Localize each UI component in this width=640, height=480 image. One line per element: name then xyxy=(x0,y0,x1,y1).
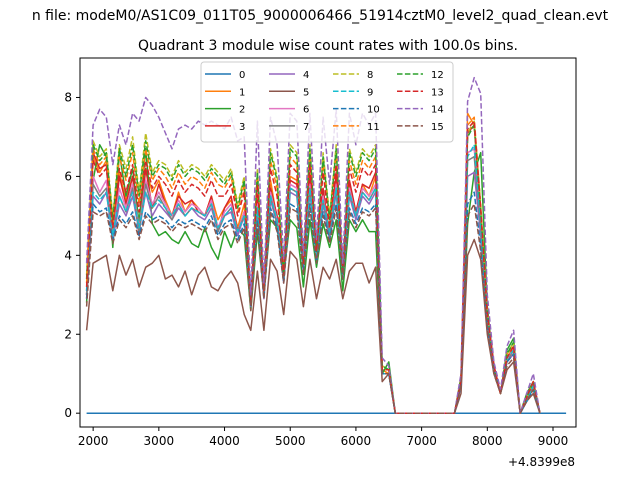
x-tick-label: 2000 xyxy=(78,434,109,448)
chart-title: Quadrant 3 module wise count rates with … xyxy=(138,38,518,54)
plot-area xyxy=(85,76,567,414)
legend-label-11: 11 xyxy=(367,122,380,133)
figure-suptitle: n file: modeM0/AS1C09_011T05_9000006466_… xyxy=(32,8,609,24)
x-tick-label: 5000 xyxy=(275,434,306,448)
legend-label-0: 0 xyxy=(239,70,245,81)
y-tick-label: 4 xyxy=(64,248,72,262)
legend-label-15: 15 xyxy=(431,122,444,133)
x-tick-label: 7000 xyxy=(406,434,437,448)
legend-label-7: 7 xyxy=(303,122,309,133)
legend-box xyxy=(200,61,454,143)
axes-frame xyxy=(79,57,577,428)
legend-label-9: 9 xyxy=(367,87,373,98)
x-tick-label: 9000 xyxy=(538,434,569,448)
y-tick-label: 2 xyxy=(64,327,72,341)
legend-label-10: 10 xyxy=(367,105,380,116)
legend-label-4: 4 xyxy=(303,70,309,81)
x-tick-label: 6000 xyxy=(341,434,372,448)
x-tick-label: 4000 xyxy=(209,434,240,448)
y-axis: 0 2 4 6 8 xyxy=(64,90,80,420)
x-offset-label: +4.8399e8 xyxy=(508,455,575,469)
y-tick-label: 0 xyxy=(64,406,72,420)
series-line-14 xyxy=(85,76,541,414)
legend-label-6: 6 xyxy=(303,105,309,116)
legend-label-1: 1 xyxy=(239,87,245,98)
y-tick-label: 6 xyxy=(64,169,72,183)
y-tick-label: 8 xyxy=(64,90,72,104)
series-line-5 xyxy=(85,238,541,414)
legend-label-3: 3 xyxy=(239,122,245,133)
legend-label-5: 5 xyxy=(303,87,309,98)
x-tick-label: 3000 xyxy=(144,434,175,448)
legend-label-2: 2 xyxy=(239,105,245,116)
x-tick-label: 8000 xyxy=(472,434,503,448)
legend-label-14: 14 xyxy=(431,105,444,116)
x-axis: 2000 3000 4000 5000 6000 7000 8000 9000 xyxy=(78,427,568,448)
series-line-15 xyxy=(85,203,541,414)
legend-label-12: 12 xyxy=(431,70,444,81)
legend-label-8: 8 xyxy=(367,70,373,81)
legend-label-13: 13 xyxy=(431,87,444,98)
